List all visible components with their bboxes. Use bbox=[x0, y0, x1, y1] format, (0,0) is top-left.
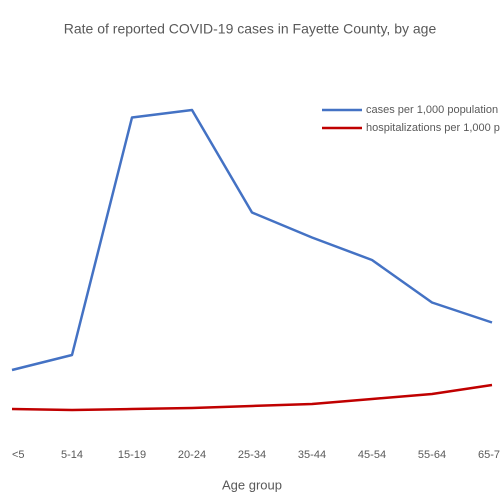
series-line bbox=[11, 383, 493, 412]
x-tick-label: 25-34 bbox=[238, 449, 266, 461]
legend-label: cases per 1,000 population bbox=[366, 104, 498, 116]
x-tick-label: 35-44 bbox=[298, 449, 326, 461]
chart-title: Rate of reported COVID-19 cases in Fayet… bbox=[64, 21, 437, 37]
x-tick-label: 45-54 bbox=[358, 449, 386, 461]
x-tick-label: 55-64 bbox=[418, 449, 446, 461]
legend-label: hospitalizations per 1,000 popu bbox=[366, 122, 500, 134]
x-axis-label: Age group bbox=[222, 477, 282, 492]
x-tick-label: 5-14 bbox=[61, 449, 83, 461]
x-tick-label: 65-7 bbox=[478, 449, 500, 461]
x-tick-label: 15-19 bbox=[118, 449, 146, 461]
x-tick-label: <5 bbox=[12, 449, 25, 461]
series-line bbox=[11, 108, 493, 372]
x-tick-label: 20-24 bbox=[178, 449, 206, 461]
